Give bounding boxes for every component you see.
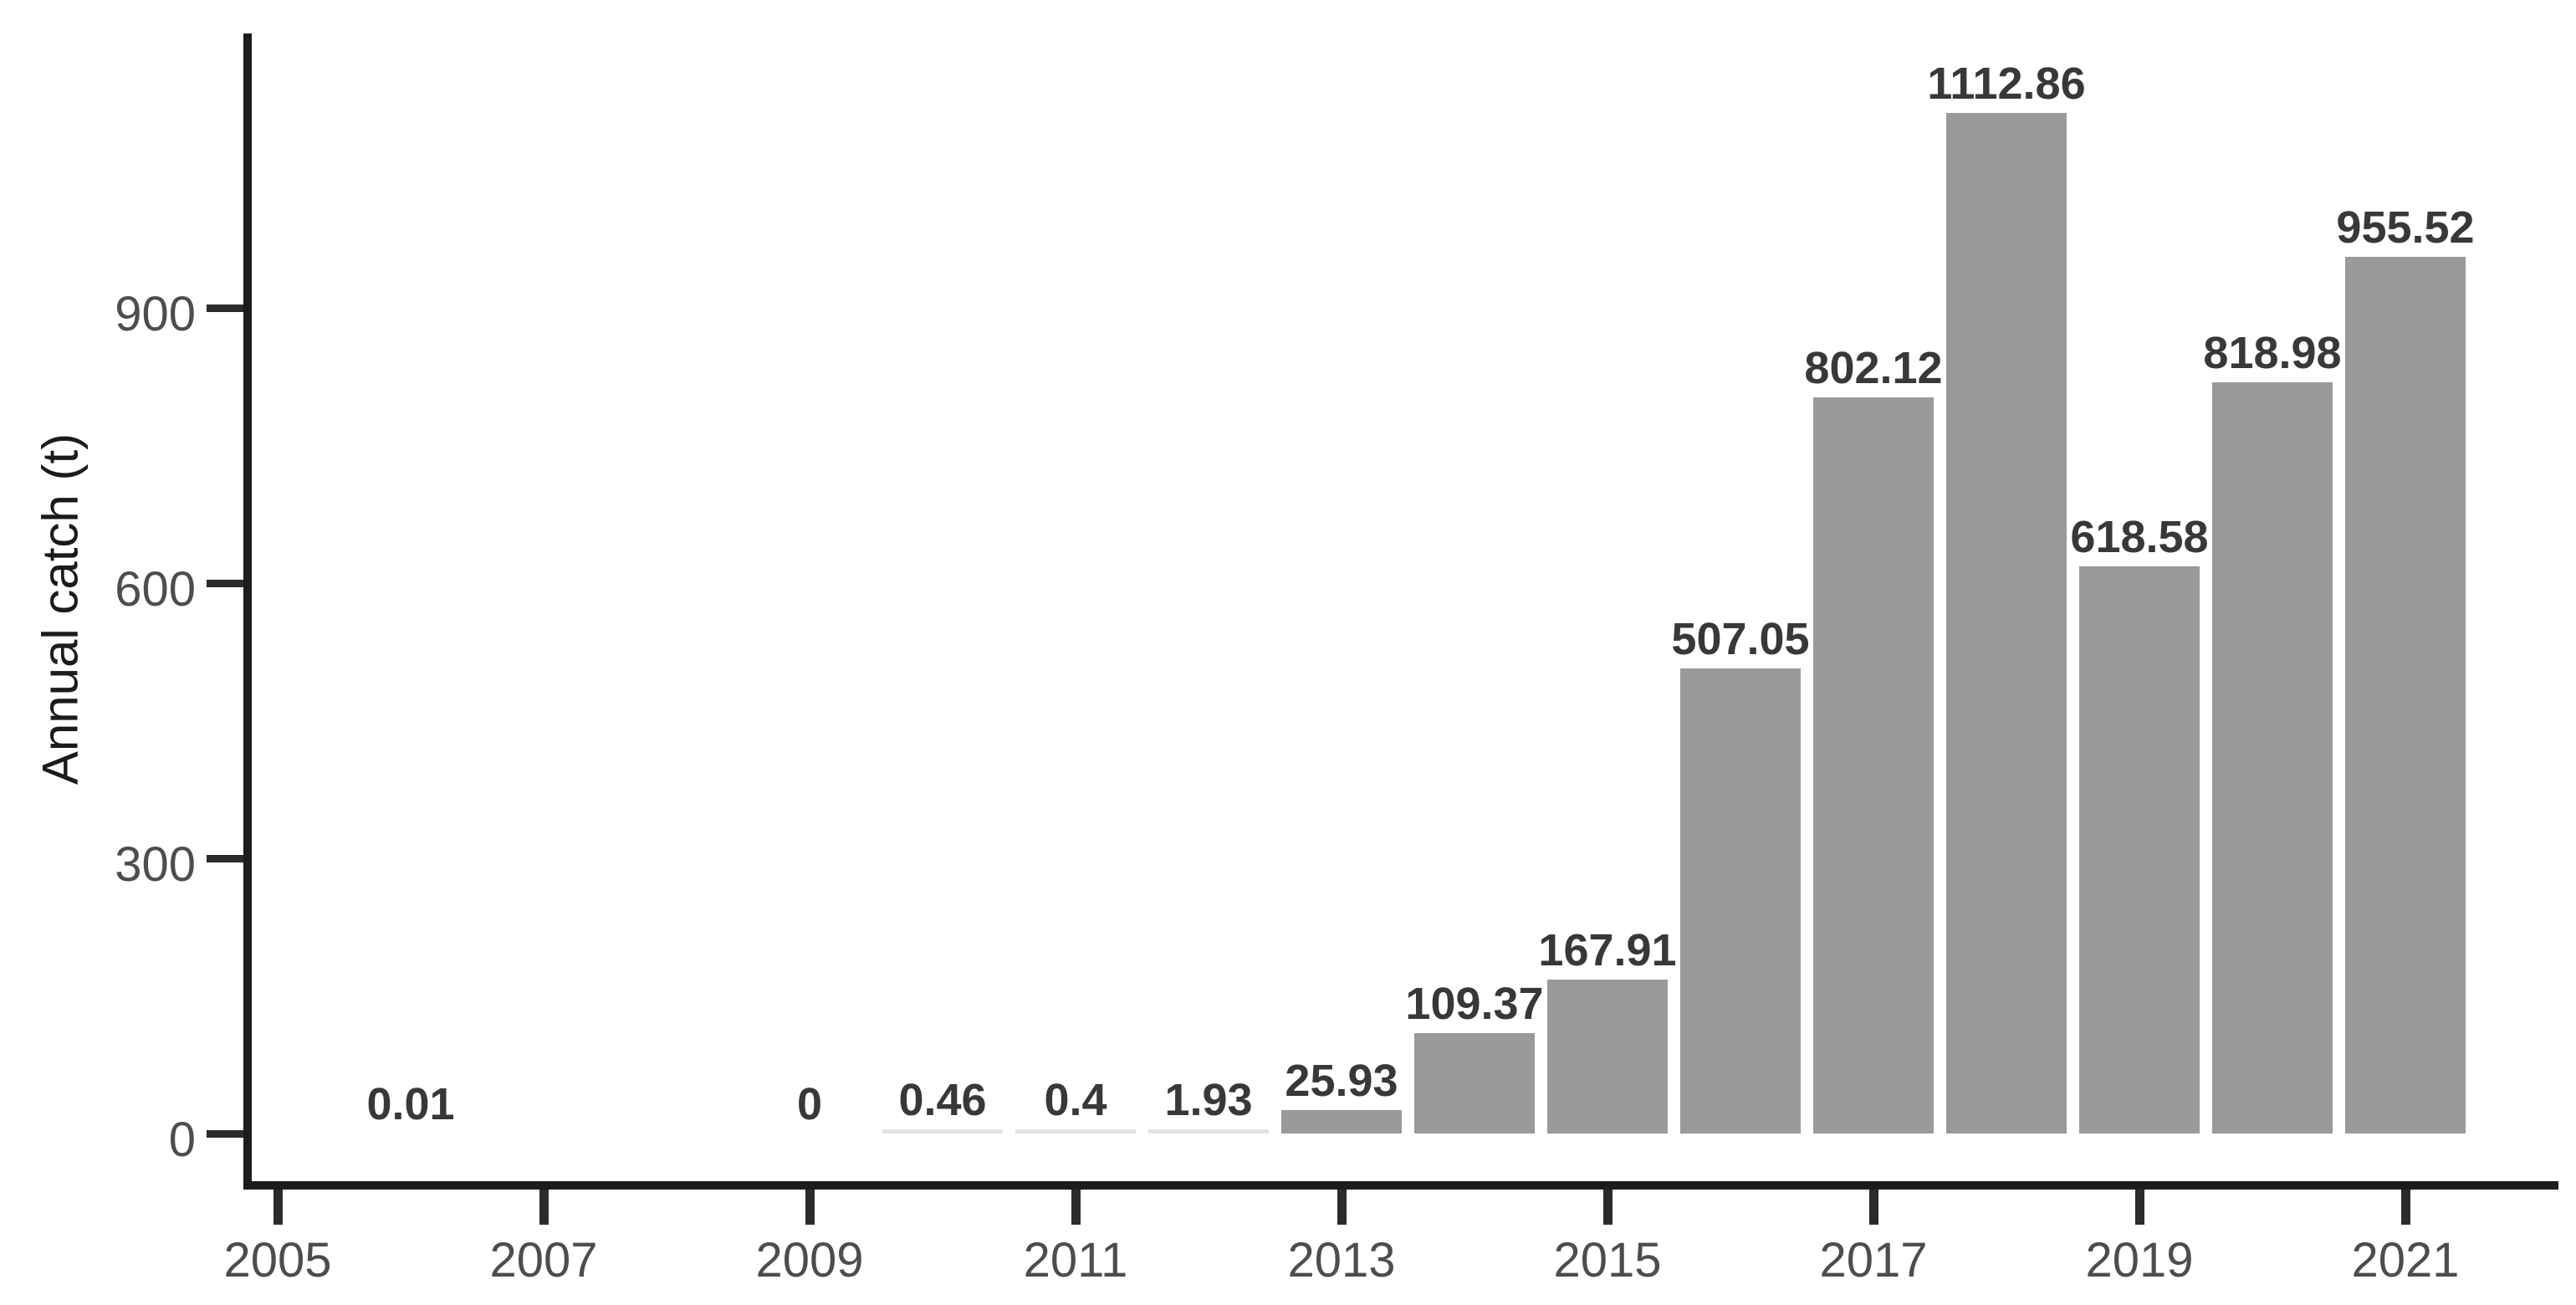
y-axis-line (243, 33, 252, 1190)
bar-value-label-2018: 1112.86 (1927, 58, 2086, 109)
bar-2013 (1281, 1109, 1402, 1134)
bar-2014 (1414, 1033, 1535, 1134)
bar-2021 (2345, 257, 2466, 1134)
y-axis-tick (207, 579, 243, 587)
bar-value-label-2013: 25.93 (1285, 1055, 1398, 1106)
y-axis-tick-label: 300 (115, 837, 196, 892)
x-axis-tick-label: 2017 (1819, 1233, 1928, 1287)
y-axis-tick-label: 0 (168, 1113, 196, 1167)
bar-2015 (1547, 979, 1668, 1134)
bar-2020 (2212, 381, 2333, 1134)
y-axis-tick-label: 600 (115, 562, 196, 617)
x-axis-tick-label: 2007 (489, 1233, 598, 1287)
bar-value-label-2010: 0.46 (898, 1075, 987, 1125)
bar-value-label-2014: 109.37 (1405, 979, 1544, 1030)
y-axis-tick-label: 900 (115, 287, 196, 341)
bar-2010 (882, 1129, 1003, 1134)
bar-value-label-2006: 0.01 (366, 1079, 455, 1129)
x-axis-tick-label: 2021 (2351, 1233, 2460, 1287)
bar-2017 (1813, 397, 1934, 1134)
x-axis-tick (1602, 1190, 1613, 1225)
bar-value-label-2011: 0.4 (1044, 1075, 1107, 1125)
x-axis-tick (2400, 1190, 2410, 1225)
y-axis-tick (207, 304, 243, 312)
x-axis-tick-label: 2009 (755, 1233, 864, 1287)
x-axis-tick-label: 2011 (1023, 1233, 1128, 1287)
y-axis-tick (207, 1129, 243, 1138)
x-axis-tick (2134, 1190, 2144, 1225)
x-axis-tick (1071, 1190, 1081, 1225)
x-axis-tick-label: 2015 (1553, 1233, 1662, 1287)
bar-2012 (1148, 1129, 1269, 1134)
bar-value-label-2009: 0 (796, 1079, 823, 1129)
bar-value-label-2016: 507.05 (1671, 613, 1810, 664)
bar-value-label-2019: 618.58 (2070, 511, 2209, 562)
x-axis-tick (805, 1190, 815, 1225)
x-axis-tick-label: 2005 (223, 1233, 332, 1287)
bar-2019 (2079, 566, 2200, 1134)
bar-value-label-2015: 167.91 (1538, 924, 1677, 975)
bar-2011 (1015, 1129, 1136, 1134)
x-axis-tick (539, 1190, 549, 1225)
bar-2018 (1946, 112, 2067, 1134)
x-axis-line (243, 1181, 2558, 1190)
x-axis-tick-label: 2013 (1287, 1233, 1396, 1287)
x-axis-tick (273, 1190, 283, 1225)
bar-value-label-2021: 955.52 (2336, 202, 2475, 253)
x-axis-tick (1868, 1190, 1878, 1225)
x-axis-tick-label: 2019 (2085, 1233, 2194, 1287)
bar-value-label-2020: 818.98 (2203, 327, 2342, 378)
x-axis-tick (1337, 1190, 1347, 1225)
y-axis-tick (207, 854, 243, 862)
bar-value-label-2017: 802.12 (1804, 343, 1943, 394)
bar-2016 (1680, 668, 1801, 1134)
bar-value-label-2012: 1.93 (1164, 1075, 1253, 1125)
